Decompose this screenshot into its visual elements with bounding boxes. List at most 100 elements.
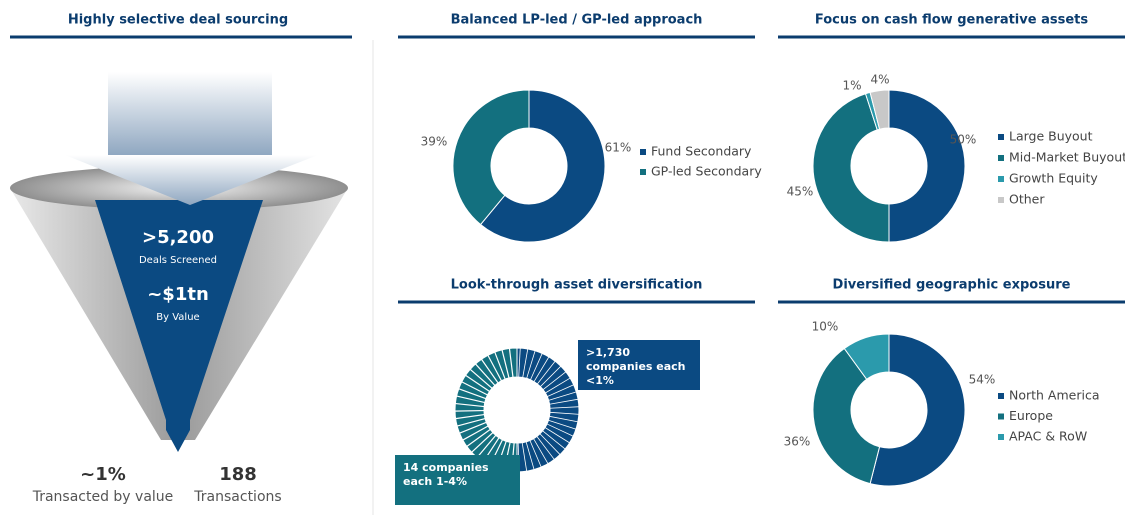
slice-divider [508,347,514,378]
slice-divider [469,368,493,389]
chart-title: Look-through asset diversification [451,278,703,293]
legend-label: APAC & RoW [1009,429,1087,444]
annotation-box: >1,730 companies each <1% [578,340,700,390]
slice-divider [454,402,485,408]
funnel-title: Highly selective deal sourcing [68,13,288,28]
legend-label: Mid-Market Buyout [1009,150,1125,165]
value-label: 10% [812,320,839,334]
value-label: 4% [870,73,889,87]
slice-divider [545,377,572,394]
slice-divider [476,434,497,459]
funnel-arrow [108,72,272,156]
legend-swatch [998,434,1004,440]
legend-label: Europe [1009,408,1053,423]
legend-label: Growth Equity [1009,171,1098,186]
value-label: 39% [421,135,448,149]
chart-title: Focus on cash flow generative assets [815,13,1088,28]
donut-slice [479,89,606,243]
legend-swatch [998,176,1004,182]
slice-divider [474,362,496,386]
value-label: 54% [969,373,996,387]
slice-divider [461,425,489,442]
slice-divider [480,358,499,384]
slice-divider [458,421,487,435]
slice-divider [540,365,562,387]
annotation-box: 14 companies each 1-4% [395,455,520,505]
legend-label: Fund Secondary [651,144,752,159]
slice-divider [526,349,536,379]
stat-value: ~1% [80,464,126,485]
slice-divider [470,432,494,454]
legend-swatch [998,155,1004,161]
donut-slice [812,93,890,243]
slice-divider [533,355,550,382]
stat-label: Transactions [193,489,281,505]
slice-divider [486,354,503,382]
slice-divider [546,423,575,437]
slice-divider [457,387,487,400]
donut-slice [516,347,580,473]
slice-divider [501,348,510,379]
chart-title: Balanced LP-led / GP-led approach [451,13,703,28]
slice-divider [549,398,580,405]
legend-label: Large Buyout [1009,129,1093,144]
slice-divider [536,436,556,461]
slice-divider [542,370,567,390]
legend-swatch [998,413,1004,420]
slice-divider [537,360,557,385]
legend-label: North America [1009,388,1100,403]
slice-divider [464,374,490,393]
slice-divider [533,438,549,465]
slice-divider [455,395,485,404]
legend-label: GP-led Secondary [651,164,762,179]
legend-swatch [998,134,1004,140]
slice-divider [529,440,542,469]
value-label: 1% [842,79,861,93]
stat-value: 188 [219,464,257,485]
slice-divider [455,417,486,427]
donut-slice [843,333,890,380]
legend-swatch [998,393,1004,399]
slice-divider [453,409,485,412]
slice-divider [530,352,543,381]
legend-swatch [640,169,646,175]
legend-swatch [640,149,646,155]
slice-divider [542,430,567,450]
stat-value: >5,200 [142,227,214,248]
slice-divider [525,441,535,471]
slice-divider [548,419,578,430]
slice-divider [454,413,485,420]
slice-divider [544,427,571,444]
slice-divider [460,380,488,396]
stat-label: Transacted by value [32,489,174,505]
slice-divider [549,406,580,409]
chart-title: Diversified geographic exposure [833,278,1071,293]
funnel-core [95,200,263,452]
stat-label: Deals Screened [139,255,217,266]
slice-divider [465,428,491,448]
slice-divider [546,384,575,397]
slice-divider [493,350,506,380]
slice-divider [549,415,579,423]
slice-divider [548,391,578,401]
legend-label: Other [1009,192,1045,207]
donut-slice [869,333,966,487]
value-label: 50% [950,133,977,147]
donut-slice [869,89,890,130]
stat-label: By Value [156,312,199,323]
value-label: 45% [787,185,814,199]
funnel-arrow-head [65,155,318,205]
stat-value: ~$1tn [147,284,209,305]
donut-slice [888,89,966,243]
slice-divider [549,411,580,415]
slice-divider [521,442,528,473]
slice-divider [522,347,529,378]
legend-swatch [998,197,1004,203]
value-label: 36% [784,435,811,449]
slice-divider [539,433,562,456]
value-label: 61% [605,141,632,155]
donut-slice [452,89,530,226]
slice-divider [518,347,521,378]
